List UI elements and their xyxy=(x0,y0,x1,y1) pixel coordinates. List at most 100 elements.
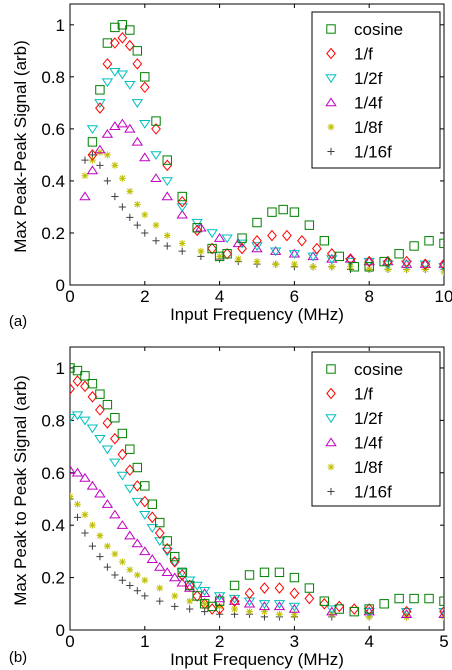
data-point xyxy=(96,553,104,561)
data-point xyxy=(126,581,134,590)
data-point xyxy=(102,58,113,70)
data-point xyxy=(259,582,270,594)
data-point xyxy=(132,58,143,70)
data-point xyxy=(161,191,173,201)
data-point xyxy=(213,593,226,603)
data-point xyxy=(439,596,444,606)
y-tick-label: 0.4 xyxy=(41,516,65,535)
data-point xyxy=(141,229,149,237)
data-point xyxy=(118,576,126,584)
data-point xyxy=(326,253,338,263)
legend-marker xyxy=(325,74,337,84)
data-point xyxy=(328,610,336,618)
data-point xyxy=(304,220,315,230)
data-point xyxy=(307,252,319,262)
data-point xyxy=(125,25,135,35)
data-point xyxy=(124,39,135,52)
data-point xyxy=(274,567,285,578)
data-point xyxy=(131,538,144,548)
data-point xyxy=(282,229,292,242)
data-point xyxy=(126,566,134,574)
legend-marker xyxy=(326,364,336,374)
data-point xyxy=(409,593,419,604)
data-point xyxy=(95,389,105,399)
data-point xyxy=(419,259,432,268)
series-1-over-2f xyxy=(86,67,444,272)
panel-label: (a) xyxy=(9,313,27,330)
data-point xyxy=(126,213,134,221)
data-point xyxy=(288,603,301,613)
data-point xyxy=(288,250,301,259)
series-1-over-8f xyxy=(70,492,444,621)
data-point xyxy=(154,527,165,539)
data-point xyxy=(401,255,412,268)
data-point xyxy=(229,595,240,607)
data-point xyxy=(94,488,106,498)
data-point xyxy=(140,481,150,491)
data-point xyxy=(424,236,434,246)
data-point xyxy=(161,547,173,557)
data-point xyxy=(104,542,111,550)
data-point xyxy=(89,521,96,529)
y-tick-label: 0.8 xyxy=(41,68,65,87)
legend-marker xyxy=(325,97,337,107)
data-point xyxy=(319,596,330,606)
data-point xyxy=(311,242,322,255)
data-point xyxy=(326,605,338,615)
data-point xyxy=(364,255,375,268)
data-point xyxy=(288,248,301,258)
data-point xyxy=(177,195,188,208)
data-point xyxy=(246,608,253,616)
data-point xyxy=(420,258,431,270)
data-point xyxy=(162,155,172,165)
series-cosine xyxy=(87,20,444,272)
data-point xyxy=(278,204,288,215)
data-point xyxy=(379,599,389,609)
data-point xyxy=(192,223,202,233)
data-point xyxy=(438,263,444,272)
series-1-over-f xyxy=(87,32,444,270)
data-point xyxy=(133,587,141,595)
data-point xyxy=(401,605,412,618)
data-point xyxy=(101,78,114,88)
data-point xyxy=(125,444,135,454)
data-point xyxy=(156,597,164,605)
data-point xyxy=(168,558,181,567)
data-point xyxy=(118,558,126,566)
data-point xyxy=(103,177,111,185)
data-point xyxy=(116,118,129,128)
data-point xyxy=(326,606,338,616)
data-point xyxy=(438,607,444,617)
data-point xyxy=(186,597,194,605)
data-point xyxy=(171,592,179,600)
data-point xyxy=(439,605,444,618)
data-point xyxy=(334,604,344,614)
data-point xyxy=(221,234,233,244)
data-point xyxy=(192,591,202,601)
data-point xyxy=(206,229,218,239)
data-point xyxy=(232,238,245,248)
data-point xyxy=(252,234,262,247)
legend-marker xyxy=(327,123,335,131)
data-point xyxy=(152,221,160,229)
data-point xyxy=(147,499,157,509)
data-point xyxy=(216,252,223,260)
data-point xyxy=(109,509,121,519)
data-point xyxy=(139,511,151,520)
y-tick-label: 0.4 xyxy=(41,172,65,191)
data-point xyxy=(147,511,158,524)
data-point xyxy=(251,243,263,253)
data-point xyxy=(214,596,225,606)
data-point xyxy=(184,579,195,592)
data-point xyxy=(289,207,300,217)
data-point xyxy=(103,563,111,571)
data-point xyxy=(228,596,241,605)
data-point xyxy=(419,260,432,270)
data-point xyxy=(253,258,261,265)
data-point xyxy=(111,571,119,579)
data-point xyxy=(70,363,75,373)
data-point xyxy=(151,123,161,135)
data-point xyxy=(86,424,99,434)
data-point xyxy=(116,471,129,481)
data-point xyxy=(139,81,150,94)
